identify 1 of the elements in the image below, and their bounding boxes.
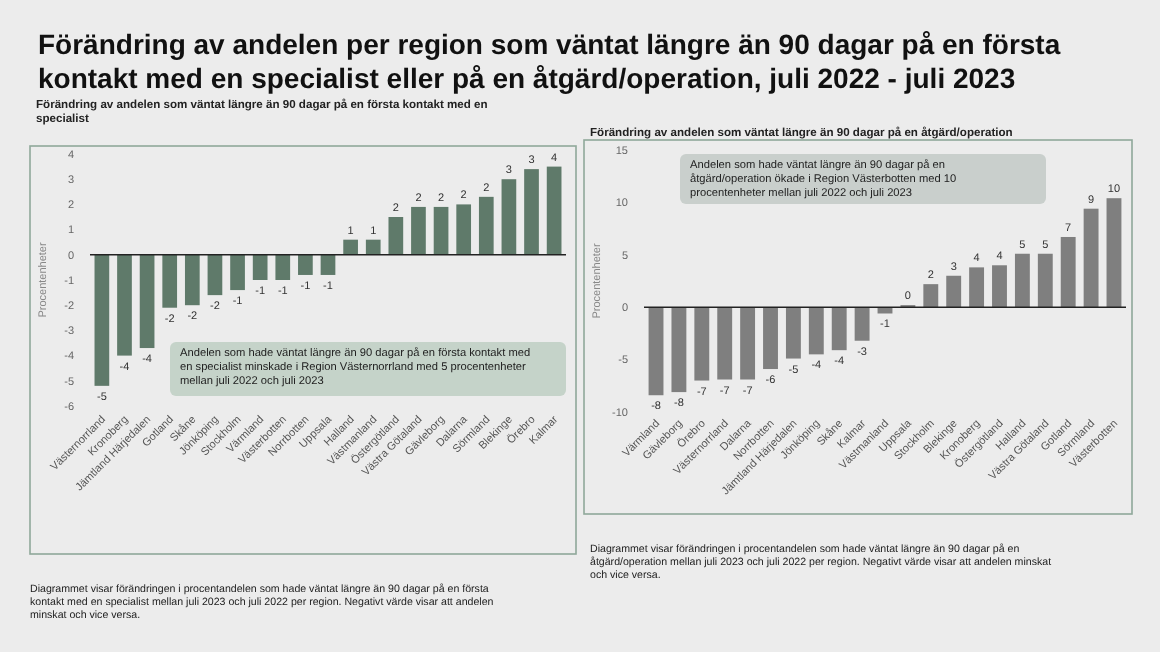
chart-title: Förändring av andelen per region som väntat längre än 90 dagar på en första kontakt med en specialist eller på en åtgärd/operation, juli 2022 - juli 2023 xyxy=(38,28,1061,94)
